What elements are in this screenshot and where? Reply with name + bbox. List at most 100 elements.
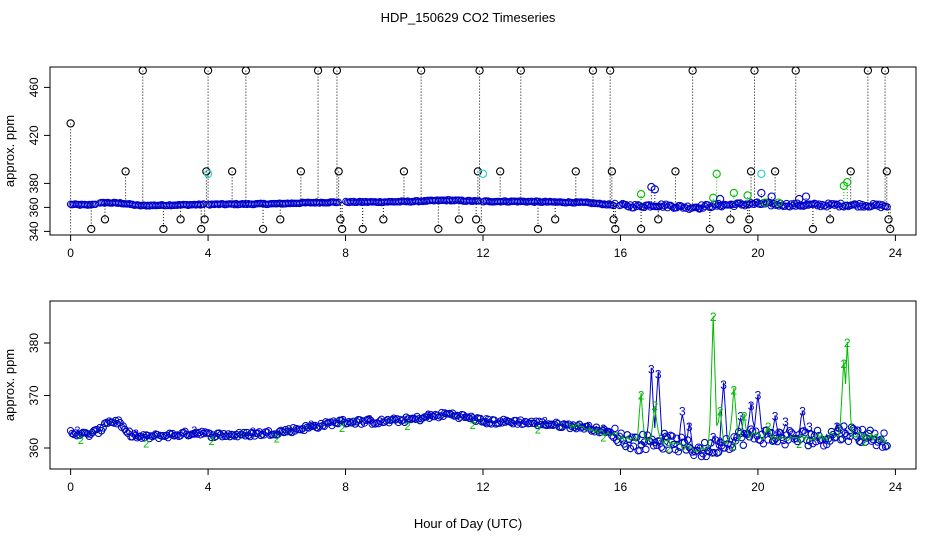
top-blue-point	[650, 185, 659, 194]
top-series1-point	[662, 200, 670, 208]
top-extreme-point	[551, 215, 560, 224]
top-extreme-point	[276, 215, 285, 224]
bottom-series-label-3: 3	[799, 404, 806, 418]
top-extreme-point	[332, 66, 342, 75]
top-extreme-point	[808, 224, 818, 234]
top-data-marks	[66, 66, 895, 235]
top-extreme-point	[296, 167, 306, 176]
bottom-series1-point	[546, 421, 554, 429]
top-extreme-point	[313, 66, 323, 75]
top-green-point	[743, 191, 752, 200]
top-extreme-point	[606, 66, 615, 75]
top-green-point	[712, 169, 721, 178]
top-y-tick-label: 420	[27, 125, 41, 145]
bottom-series-label-2: 2	[651, 399, 658, 413]
bottom-series1-point	[759, 440, 768, 448]
top-extreme-point	[750, 66, 759, 75]
bottom-series1-point	[781, 441, 789, 449]
top-extreme-point	[399, 167, 409, 176]
bottom-series-label-3: 3	[834, 420, 841, 434]
bottom-series1-point	[173, 431, 182, 439]
top-extreme-point	[496, 167, 505, 176]
top-extreme-point	[846, 167, 855, 176]
top-extreme-point	[336, 215, 345, 224]
top-extreme-point	[176, 215, 185, 224]
bottom-series-label-2: 2	[796, 439, 802, 451]
bottom-series1-point	[281, 425, 290, 434]
bottom-series1-point	[844, 437, 853, 446]
top-extreme-point	[886, 224, 895, 234]
top-x-tick-label: 12	[476, 246, 490, 260]
bottom-axes: 0 4 8 12 16 20 24 360 370 380	[27, 333, 902, 494]
top-extreme-point	[533, 224, 543, 234]
bottom-x-tick-label: 20	[751, 480, 765, 494]
bottom-series1-point	[657, 443, 666, 451]
top-extreme-point	[473, 167, 482, 176]
bottom-series1-point	[668, 432, 676, 440]
top-extreme-point	[884, 215, 893, 224]
bottom-series1-point	[840, 422, 848, 430]
top-x-tick-label: 16	[614, 246, 628, 260]
bottom-series-label-3: 3	[542, 416, 548, 428]
top-extreme-point	[454, 215, 464, 224]
top-extreme-point	[863, 66, 873, 75]
top-extreme-point	[241, 66, 251, 75]
bottom-series1-point	[362, 416, 370, 424]
top-extreme-point	[197, 224, 206, 234]
top-y-tick-label: 460	[27, 77, 41, 97]
top-extreme-point	[475, 66, 484, 75]
bottom-series1-point	[878, 443, 887, 451]
top-axes: 0 4 8 12 16 20 24 340 360 380 420 460	[27, 77, 902, 260]
bottom-series1-point	[201, 428, 209, 436]
bottom-series1-point	[728, 444, 737, 452]
bottom-series-label-3: 3	[782, 415, 789, 429]
bottom-series1-point	[83, 430, 92, 438]
top-extreme-point	[121, 167, 130, 176]
top-x-tick-label: 24	[889, 246, 903, 260]
bottom-series-label-2: 2	[717, 404, 724, 418]
bottom-series1-point	[804, 441, 812, 450]
bottom-series1-point	[713, 449, 721, 457]
top-extreme-point	[791, 66, 800, 75]
chart-title: HDP_150629 CO2 Timeseries	[381, 10, 556, 25]
bottom-series-label-3: 3	[737, 410, 744, 424]
bottom-series-label-3: 3	[191, 425, 197, 437]
top-extreme-point	[609, 215, 618, 224]
top-extreme-point	[379, 215, 388, 224]
bottom-x-tick-label: 24	[889, 480, 903, 494]
bottom-plot-frame	[49, 300, 917, 470]
bottom-series-label-2: 2	[731, 441, 737, 453]
top-y-tick-label: 380	[27, 173, 41, 193]
bottom-series-label-3: 3	[755, 389, 762, 403]
bottom-series-label-2: 2	[861, 437, 867, 449]
bottom-series-label-3: 3	[748, 399, 755, 413]
top-extreme-point	[726, 215, 735, 224]
bottom-series1-point	[880, 429, 888, 437]
top-blue-point	[801, 192, 811, 201]
top-extreme-point	[416, 66, 426, 75]
bottom-series-label-3: 3	[717, 436, 723, 448]
bottom-series-label-2: 2	[404, 421, 410, 433]
bottom-series1-point	[257, 431, 265, 440]
bottom-series-label-2: 2	[78, 435, 84, 447]
bottom-series1-point	[642, 445, 650, 454]
top-cyan-point	[478, 169, 488, 178]
top-extreme-point	[203, 66, 213, 75]
top-series1-point	[829, 200, 837, 208]
top-extreme-point	[611, 224, 620, 234]
bottom-series-label-3: 3	[367, 414, 373, 426]
top-x-tick-label: 4	[205, 246, 212, 260]
top-extreme-point	[434, 224, 443, 234]
bottom-series-label-3: 3	[74, 425, 80, 437]
top-blue-point	[767, 192, 776, 201]
bottom-series-label-2: 2	[143, 438, 149, 450]
bottom-series-label-2: 2	[741, 410, 748, 424]
bottom-series-label-2: 2	[765, 420, 772, 434]
top-extreme-point	[471, 215, 481, 224]
top-x-tick-label: 0	[67, 246, 74, 260]
bottom-series1-point	[883, 442, 891, 450]
top-extreme-point	[882, 167, 891, 176]
top-extreme-point	[825, 215, 835, 224]
